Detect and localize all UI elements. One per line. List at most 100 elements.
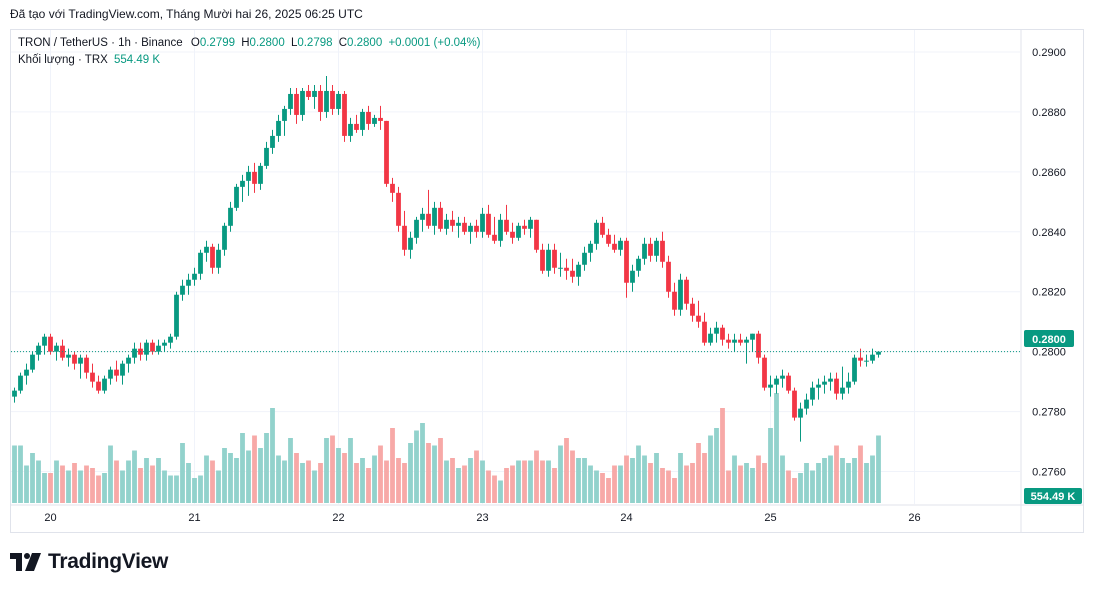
candle xyxy=(306,84,311,100)
candle xyxy=(750,333,755,352)
volume-bar xyxy=(606,478,611,503)
candle xyxy=(228,201,233,232)
volume-bar xyxy=(852,458,857,503)
candle-body xyxy=(870,354,875,361)
candle-body xyxy=(390,183,395,193)
candle xyxy=(666,255,671,298)
volume-bar xyxy=(198,475,203,503)
volume-bar xyxy=(630,458,635,503)
candle-body xyxy=(210,246,215,268)
candle xyxy=(192,267,197,286)
open-label: O xyxy=(190,37,200,49)
volume-bar xyxy=(732,455,737,503)
candle xyxy=(738,333,743,346)
close-label: C xyxy=(338,37,348,49)
volume-bar xyxy=(792,478,797,503)
candle xyxy=(792,387,797,421)
candle-body xyxy=(816,384,821,388)
candle xyxy=(150,339,155,355)
candle-body xyxy=(18,375,23,391)
symbol-label[interactable]: TRON / TetherUS · 1h · Binance xyxy=(18,37,183,49)
candle-body xyxy=(558,267,563,269)
candle xyxy=(786,372,791,394)
candle-body xyxy=(612,243,617,250)
candle xyxy=(876,351,881,358)
candle-body xyxy=(150,342,155,352)
candle xyxy=(498,213,503,247)
volume-bar xyxy=(222,448,227,503)
candle-body xyxy=(600,222,605,235)
volume-bar xyxy=(774,393,779,503)
time-axis[interactable]: 20 21 22 23 24 25 26 xyxy=(44,512,920,524)
volume-bar xyxy=(486,470,491,503)
candle-body xyxy=(876,351,881,355)
candle-body xyxy=(264,147,269,166)
volume-bar xyxy=(216,470,221,503)
candle xyxy=(426,189,431,229)
candle xyxy=(840,366,845,400)
candle xyxy=(720,324,725,346)
volume-bar xyxy=(474,450,479,503)
volume-bar xyxy=(102,473,107,503)
candle-body xyxy=(522,225,527,229)
candle-body xyxy=(228,207,233,226)
time-tick-label: 25 xyxy=(764,512,776,524)
volume-bar xyxy=(876,435,881,503)
volume-bar xyxy=(132,450,137,503)
price-tick-label: 0.2840 xyxy=(1032,227,1066,239)
candle-body xyxy=(732,339,737,343)
volume-bar xyxy=(840,458,845,503)
candle-body xyxy=(726,339,731,343)
volume-bar xyxy=(498,480,503,503)
candle-body xyxy=(468,225,473,232)
volume-bar xyxy=(186,463,191,503)
candle xyxy=(630,264,635,292)
volume-bar xyxy=(408,443,413,503)
volume-bar xyxy=(234,458,239,503)
candle xyxy=(504,204,509,235)
volume-bar xyxy=(786,470,791,503)
candle xyxy=(564,258,569,280)
candle-body xyxy=(288,93,293,109)
candle xyxy=(588,240,593,262)
candle xyxy=(216,243,221,274)
candle-body xyxy=(690,303,695,316)
candle-body xyxy=(222,225,227,250)
volume-bar xyxy=(510,465,515,503)
candlestick-chart[interactable]: 0.2900 0.2880 0.2860 0.2840 0.2820 0.2800 0.27… xyxy=(0,0,1094,540)
candle xyxy=(180,279,185,301)
volume-bar xyxy=(168,475,173,503)
volume-bar xyxy=(642,455,647,503)
volume-label[interactable]: Khối lượng · TRX xyxy=(18,54,108,66)
price-tick-label: 0.2800 xyxy=(1032,347,1066,359)
price-axis[interactable]: 0.2900 0.2880 0.2860 0.2840 0.2820 0.2800 0.27… xyxy=(1032,47,1066,479)
chart-legend[interactable]: TRON / TetherUS · 1h · Binance O0.2799 H… xyxy=(18,35,481,69)
volume-bar xyxy=(756,455,761,503)
volume-bar xyxy=(30,453,35,503)
volume-bar xyxy=(648,463,653,503)
candle-body xyxy=(354,123,359,130)
candle xyxy=(264,141,269,169)
volume-bar xyxy=(54,460,59,503)
candle-body xyxy=(642,243,647,259)
candle xyxy=(24,363,29,385)
candle-body xyxy=(840,387,845,394)
candle xyxy=(762,354,767,391)
candle xyxy=(408,231,413,259)
chart-frame[interactable] xyxy=(10,29,1084,533)
volume-bar xyxy=(720,408,725,503)
volume-bar xyxy=(822,458,827,503)
tradingview-logo[interactable]: TradingView xyxy=(10,549,168,575)
candle xyxy=(90,363,95,388)
candle xyxy=(810,381,815,406)
volume-bar xyxy=(690,463,695,503)
candle xyxy=(384,120,389,187)
candle xyxy=(510,222,515,244)
volume-bar xyxy=(84,465,89,503)
candle xyxy=(144,339,149,361)
candle-body xyxy=(648,243,653,256)
volume-bar xyxy=(318,463,323,503)
candle xyxy=(438,201,443,232)
candle-body xyxy=(768,384,773,388)
high-label: H xyxy=(241,37,250,49)
